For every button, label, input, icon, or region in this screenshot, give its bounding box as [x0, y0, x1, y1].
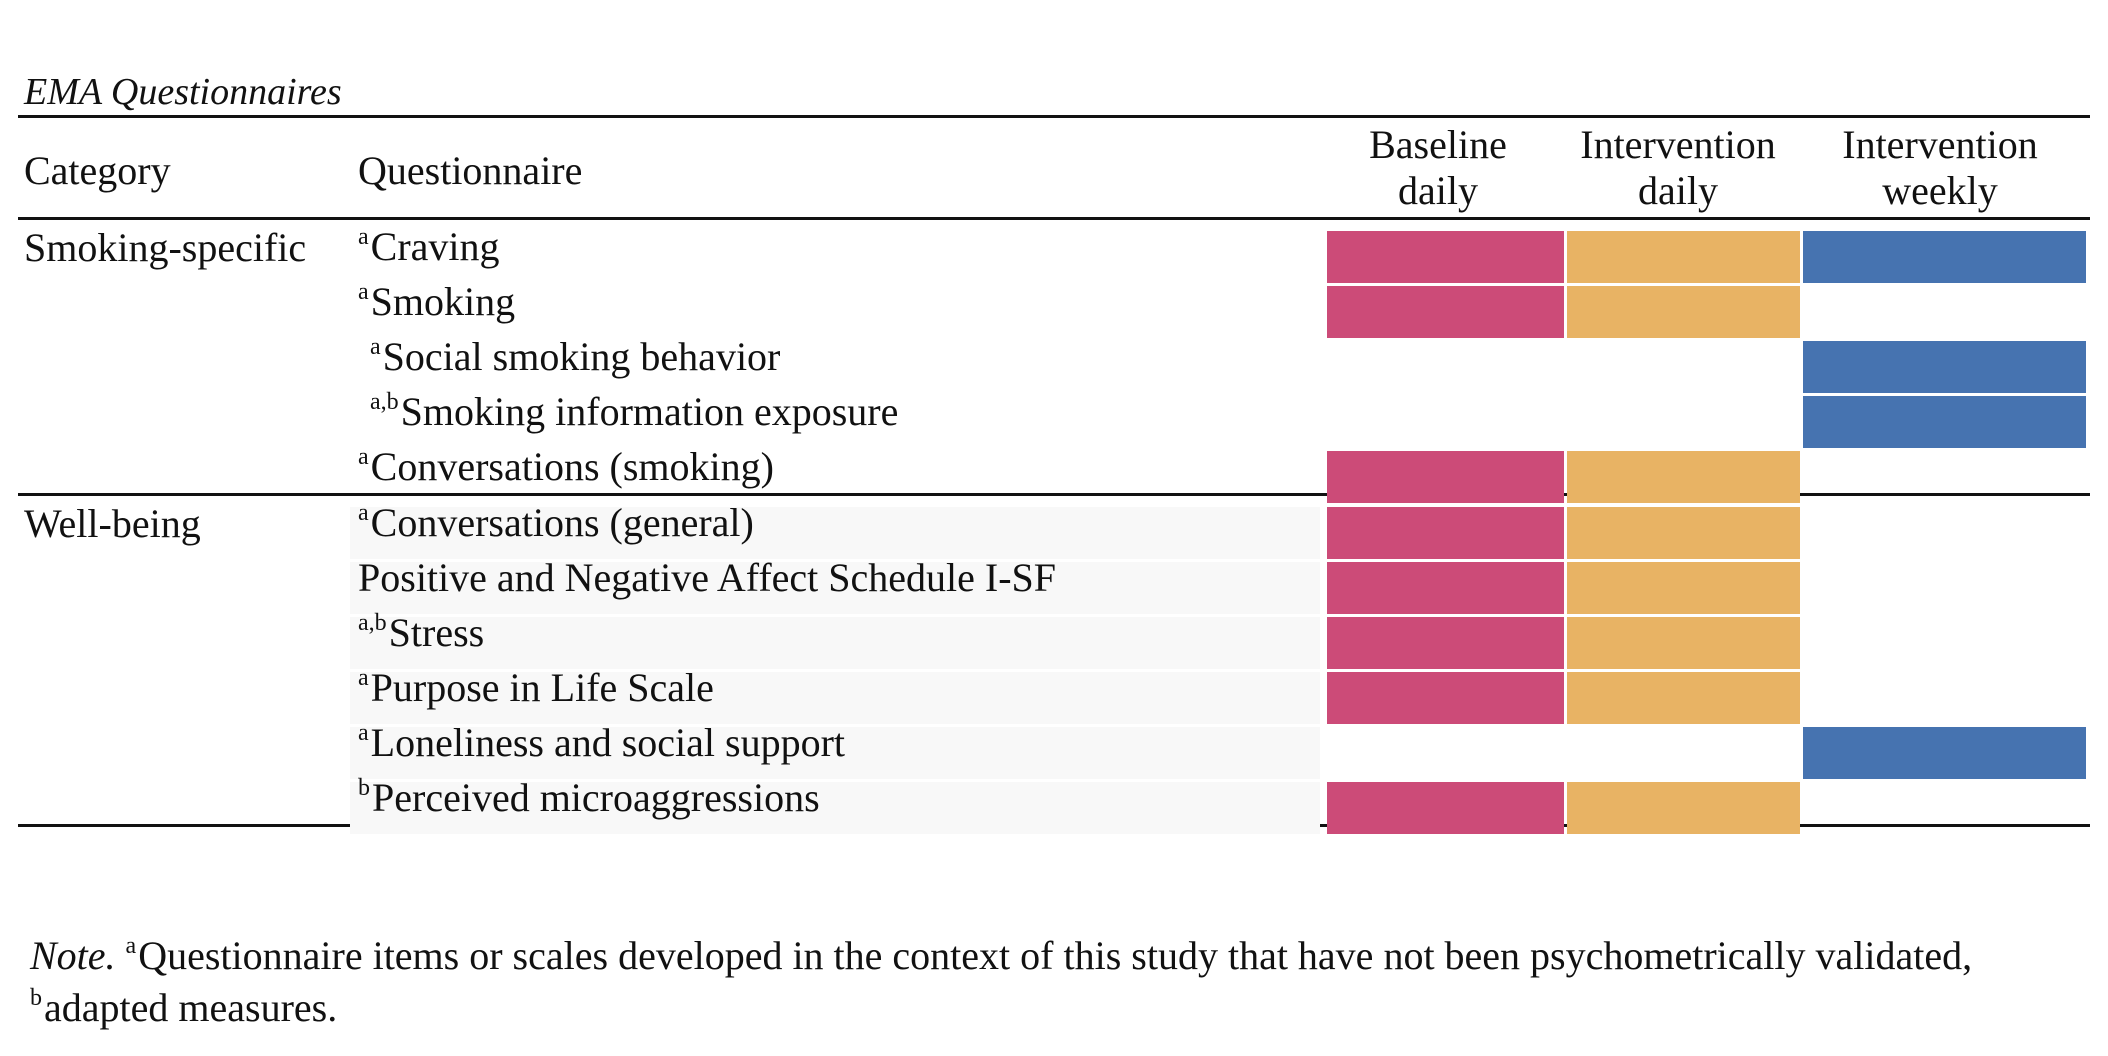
header-rule	[18, 217, 2090, 220]
baseline-daily-cell	[1327, 231, 1564, 283]
footnote-marker: a,b	[358, 609, 387, 636]
table-title: EMA Questionnaires	[24, 71, 342, 113]
questionnaire-name: Conversations (general)	[370, 500, 754, 545]
questionnaire-name: Conversations (smoking)	[370, 444, 774, 489]
row-background	[350, 727, 1320, 779]
footnote-marker: a	[358, 719, 369, 746]
questionnaire-name: Purpose in Life Scale	[370, 665, 714, 710]
questionnaire-label: a,bStress	[358, 609, 484, 656]
questionnaire-name: Craving	[370, 224, 500, 269]
intervention-daily-cell	[1567, 562, 1800, 614]
questionnaire-label: a,bSmoking information exposure	[370, 388, 898, 435]
row-background	[350, 672, 1320, 724]
intervention-daily-cell	[1567, 231, 1800, 283]
header-baseline-daily-line2: daily	[1398, 168, 1478, 213]
note-footnote-a-text: Questionnaire items or scales developed …	[138, 933, 1973, 978]
questionnaire-label: aConversations (general)	[358, 499, 754, 546]
questionnaire-name: Smoking	[370, 279, 516, 324]
row-background	[350, 562, 1320, 614]
row-background	[350, 617, 1320, 669]
intervention-daily-cell	[1567, 672, 1800, 724]
footnote-marker: a,b	[370, 388, 399, 415]
note-footnote-a-marker: a	[125, 932, 137, 959]
header-intervention-weekly-line2: weekly	[1882, 168, 1998, 213]
intervention-weekly-cell	[1803, 727, 2086, 779]
row-background	[350, 782, 1320, 834]
intervention-daily-cell	[1567, 507, 1800, 559]
questionnaire-name: Stress	[388, 610, 485, 655]
header-category: Category	[24, 148, 171, 193]
note-footnote-b-marker: b	[30, 984, 42, 1011]
header-intervention-daily-line2: daily	[1638, 168, 1718, 213]
intervention-daily-cell	[1567, 782, 1800, 834]
section-rule	[18, 493, 2090, 496]
intervention-daily-cell	[1567, 617, 1800, 669]
questionnaire-label: aLoneliness and social support	[358, 719, 845, 766]
table-note: Note. aQuestionnaire items or scales dev…	[30, 930, 2070, 1034]
footnote-marker: a	[358, 499, 369, 526]
footnote-marker: a	[358, 664, 369, 691]
top-rule	[18, 115, 2090, 118]
questionnaire-label: bPerceived microaggressions	[358, 774, 820, 821]
note-lead: Note.	[30, 933, 116, 978]
footnote-marker: a	[358, 278, 369, 305]
questionnaire-name: Smoking information exposure	[400, 389, 899, 434]
baseline-daily-cell	[1327, 617, 1564, 669]
questionnaire-name: Loneliness and social support	[370, 720, 846, 765]
header-baseline-daily-line1: Baseline	[1369, 122, 1507, 167]
intervention-daily-cell	[1567, 286, 1800, 338]
questionnaire-label: aSmoking	[358, 278, 515, 325]
note-footnote-b-text: adapted measures.	[44, 985, 338, 1030]
footnote-marker: a	[358, 223, 369, 250]
questionnaire-name: Positive and Negative Affect Schedule I-…	[358, 555, 1057, 600]
footnote-marker: a	[358, 443, 369, 470]
footnote-marker: b	[358, 774, 370, 801]
intervention-daily-cell	[1567, 451, 1800, 503]
header-questionnaire: Questionnaire	[358, 148, 583, 193]
footnote-marker: a	[370, 333, 381, 360]
category-well-being: Well-being	[24, 501, 201, 546]
intervention-weekly-cell	[1803, 231, 2086, 283]
intervention-weekly-cell	[1803, 396, 2086, 448]
baseline-daily-cell	[1327, 782, 1564, 834]
header-intervention-daily: Intervention daily	[1562, 120, 1794, 216]
questionnaire-label: aConversations (smoking)	[358, 443, 774, 490]
questionnaire-label: aPurpose in Life Scale	[358, 664, 714, 711]
header-intervention-daily-line1: Intervention	[1580, 122, 1776, 167]
baseline-daily-cell	[1327, 672, 1564, 724]
questionnaire-label: Positive and Negative Affect Schedule I-…	[358, 554, 1056, 601]
row-background	[350, 507, 1320, 559]
questionnaire-label: aCraving	[358, 223, 500, 270]
header-baseline-daily: Baseline daily	[1318, 120, 1558, 216]
questionnaire-label: aSocial smoking behavior	[370, 333, 780, 380]
baseline-daily-cell	[1327, 286, 1564, 338]
category-smoking-specific: Smoking-specific	[24, 225, 307, 270]
header-intervention-weekly: Intervention weekly	[1800, 120, 2080, 216]
questionnaire-name: Perceived microaggressions	[372, 775, 820, 820]
questionnaire-name: Social smoking behavior	[382, 334, 781, 379]
baseline-daily-cell	[1327, 507, 1564, 559]
baseline-daily-cell	[1327, 451, 1564, 503]
header-intervention-weekly-line1: Intervention	[1842, 122, 2038, 167]
intervention-weekly-cell	[1803, 341, 2086, 393]
baseline-daily-cell	[1327, 562, 1564, 614]
